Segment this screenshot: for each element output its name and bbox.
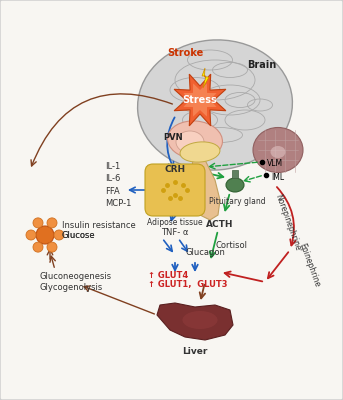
Polygon shape [174, 74, 226, 126]
Ellipse shape [182, 85, 217, 115]
Text: CRH: CRH [165, 165, 186, 174]
Ellipse shape [138, 40, 293, 170]
Circle shape [36, 226, 54, 244]
Text: Stroke: Stroke [167, 48, 203, 58]
Circle shape [26, 230, 36, 240]
Ellipse shape [253, 128, 303, 172]
Circle shape [54, 230, 64, 240]
Bar [232, 170, 238, 178]
Text: Liver: Liver [182, 347, 208, 356]
Text: Glucose: Glucose [61, 230, 95, 240]
Polygon shape [157, 303, 233, 340]
Polygon shape [184, 83, 217, 117]
Text: Adipose tissue: Adipose tissue [147, 218, 203, 227]
FancyBboxPatch shape [145, 164, 205, 216]
Text: Pituitary gland: Pituitary gland [209, 197, 265, 206]
Ellipse shape [182, 311, 217, 329]
Circle shape [47, 218, 57, 228]
Text: Cortisol: Cortisol [215, 240, 247, 250]
Text: ACTH: ACTH [206, 220, 234, 229]
Ellipse shape [176, 131, 204, 153]
Text: IL-1
IL-6
FFA
MCP-1: IL-1 IL-6 FFA MCP-1 [105, 162, 131, 208]
Text: Epinephrine: Epinephrine [297, 242, 321, 288]
Circle shape [33, 218, 43, 228]
Text: ↑ GLUT4: ↑ GLUT4 [148, 270, 188, 280]
Ellipse shape [271, 146, 285, 158]
Text: IML: IML [271, 172, 284, 182]
Polygon shape [190, 160, 220, 220]
Circle shape [47, 242, 57, 252]
Text: TNF- α: TNF- α [161, 228, 189, 237]
Text: Norepinephrine: Norepinephrine [273, 192, 302, 252]
Polygon shape [202, 68, 209, 88]
Text: Glucose: Glucose [61, 230, 95, 240]
Text: Gluconeogenesis
Glycogenolysis: Gluconeogenesis Glycogenolysis [40, 272, 112, 292]
Ellipse shape [167, 121, 223, 159]
Text: Brain: Brain [247, 60, 276, 70]
Text: Insulin resistance: Insulin resistance [62, 220, 136, 230]
Circle shape [33, 242, 43, 252]
Text: PVN: PVN [163, 134, 183, 142]
Text: Glucagon: Glucagon [185, 248, 225, 257]
Ellipse shape [226, 178, 244, 192]
Ellipse shape [180, 142, 220, 162]
Text: VLM: VLM [267, 160, 283, 168]
Text: ↑ GLUT1,  GLUT3: ↑ GLUT1, GLUT3 [148, 280, 227, 290]
Text: Stress: Stress [182, 95, 217, 105]
